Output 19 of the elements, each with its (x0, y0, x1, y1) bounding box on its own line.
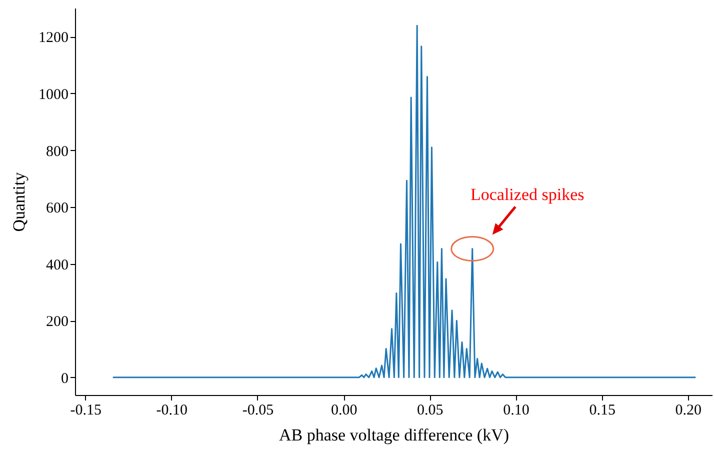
x-tick-label: 0.05 (417, 402, 444, 418)
y-tick-label: 800 (46, 144, 68, 160)
annotation: Localized spikes (470, 184, 584, 204)
line-series (112, 24, 696, 378)
x-tick-label: 0.20 (675, 402, 702, 418)
y-axis-title: Quantity (10, 172, 28, 232)
x-tick-label: -0.15 (70, 402, 102, 418)
x-tick-label: -0.10 (156, 402, 188, 418)
x-axis-title: AB phase voltage difference (kV) (278, 426, 510, 444)
y-tick-label: 0 (61, 370, 68, 387)
y-tick-label: 600 (46, 200, 68, 217)
y-tick-label: 1000 (38, 86, 68, 103)
x-tick-label: -0.05 (242, 402, 274, 418)
x-tick-label: 0.00 (330, 402, 358, 418)
y-tick-label: 400 (46, 257, 68, 274)
y-tick-label: 200 (46, 314, 68, 330)
y-tick-label: 1200 (38, 30, 68, 46)
x-tick-label: 0.15 (589, 402, 616, 418)
x-tick-label: 0.10 (503, 402, 530, 418)
